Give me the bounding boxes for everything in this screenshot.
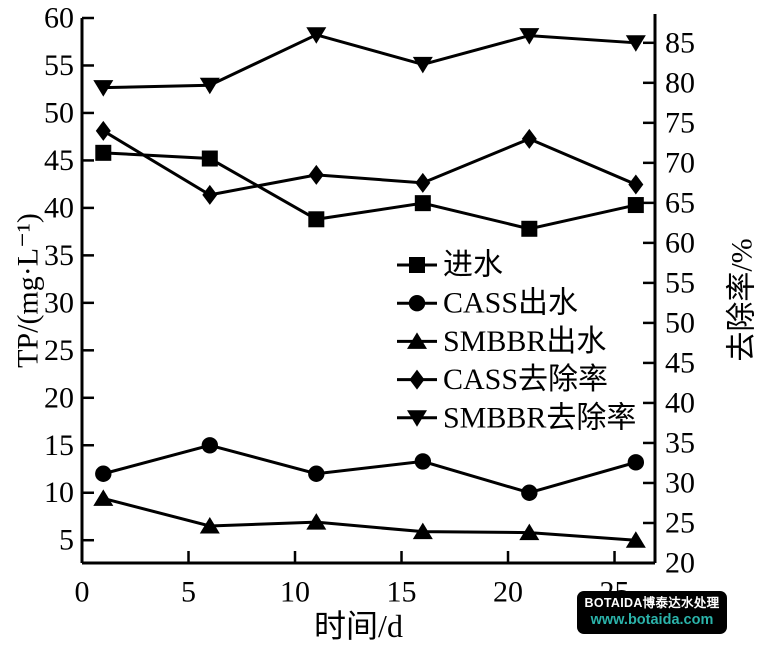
watermark-badge: BOTAIDA博泰达水处理 www.botaida.com xyxy=(577,591,727,634)
right-tick-label: 35 xyxy=(665,426,695,459)
marker-circle xyxy=(201,437,219,454)
marker-diamond xyxy=(521,128,537,149)
watermark-url-text: www.botaida.com xyxy=(590,612,714,629)
right-tick-label: 30 xyxy=(665,466,695,499)
marker-triangle-down xyxy=(412,56,433,74)
right-tick-label: 80 xyxy=(665,66,695,99)
series-line-2 xyxy=(102,496,636,542)
marker-triangle-down xyxy=(407,410,427,427)
marker-diamond xyxy=(628,174,644,195)
marker-diamond xyxy=(415,172,431,193)
legend-label: SMBBR出水 xyxy=(443,325,606,358)
marker-circle xyxy=(414,453,432,470)
left-axis-title: TP/(mg·L⁻¹) xyxy=(12,213,45,368)
marker-square xyxy=(409,257,425,273)
legend-label: SMBBR去除率 xyxy=(443,401,636,434)
x-tick-label: 5 xyxy=(181,576,196,609)
series-line-4 xyxy=(103,33,636,90)
marker-circle xyxy=(627,454,645,471)
marker-triangle-down xyxy=(519,28,540,45)
right-tick-label: 65 xyxy=(665,186,695,219)
marker-triangle-up xyxy=(519,523,540,541)
marker-square xyxy=(521,220,538,237)
legend-label: 进水 xyxy=(443,249,503,282)
left-tick-label: 45 xyxy=(44,144,74,177)
left-tick-label: 20 xyxy=(44,381,74,414)
right-tick-label: 55 xyxy=(665,266,695,299)
marker-triangle-down xyxy=(625,35,646,52)
marker-triangle-up xyxy=(199,516,220,534)
right-axis-title: 去除率/% xyxy=(726,238,759,361)
marker-diamond xyxy=(409,369,425,390)
left-tick-label: 25 xyxy=(44,334,74,367)
right-tick-label: 25 xyxy=(665,506,695,539)
marker-triangle-up xyxy=(625,531,646,548)
marker-square xyxy=(201,150,218,167)
marker-circle xyxy=(408,295,426,312)
marker-square xyxy=(414,195,431,212)
right-tick-label: 40 xyxy=(665,386,695,419)
marker-triangle-up xyxy=(412,522,433,540)
marker-triangle-down xyxy=(306,27,327,44)
marker-square xyxy=(95,144,112,161)
marker-diamond xyxy=(202,184,218,205)
x-tick-label: 20 xyxy=(493,576,523,609)
marker-circle xyxy=(95,465,112,482)
left-tick-label: 50 xyxy=(44,96,74,129)
series-line-3 xyxy=(102,129,637,197)
left-tick-label: 55 xyxy=(44,49,74,82)
right-tick-label: 75 xyxy=(665,106,695,139)
marker-square xyxy=(627,197,644,214)
marker-circle xyxy=(521,484,538,501)
right-tick-label: 60 xyxy=(665,226,695,259)
x-tick-label: 15 xyxy=(387,576,417,609)
marker-diamond xyxy=(308,164,324,185)
marker-triangle-down xyxy=(93,80,114,97)
right-tick-label: 20 xyxy=(665,547,695,580)
legend-label: CASS去除率 xyxy=(443,363,608,396)
series-line-0 xyxy=(103,151,637,231)
left-tick-label: 30 xyxy=(44,286,74,319)
right-tick-label: 70 xyxy=(665,146,695,179)
right-tick-label: 50 xyxy=(665,306,695,339)
left-tick-label: 10 xyxy=(44,476,74,509)
marker-triangle-up xyxy=(93,489,114,506)
left-tick-label: 15 xyxy=(44,429,74,462)
left-tick-label: 5 xyxy=(59,524,74,557)
legend-label: CASS出水 xyxy=(443,287,578,320)
right-tick-label: 45 xyxy=(665,346,695,379)
x-axis-title: 时间/d xyxy=(314,608,403,644)
marker-triangle-up xyxy=(407,332,427,349)
left-tick-label: 40 xyxy=(44,191,74,224)
marker-circle xyxy=(308,465,325,482)
marker-triangle-down xyxy=(199,77,220,95)
right-tick-label: 85 xyxy=(665,26,695,59)
left-tick-label: 35 xyxy=(44,239,74,272)
x-tick-label: 10 xyxy=(280,576,310,609)
marker-diamond xyxy=(95,120,111,141)
left-tick-label: 60 xyxy=(44,2,74,35)
watermark-brand-text: BOTAIDA博泰达水处理 xyxy=(584,595,720,610)
series-line-1 xyxy=(102,443,637,495)
x-tick-label: 0 xyxy=(75,576,90,609)
marker-square xyxy=(308,211,325,228)
marker-triangle-up xyxy=(306,513,327,530)
